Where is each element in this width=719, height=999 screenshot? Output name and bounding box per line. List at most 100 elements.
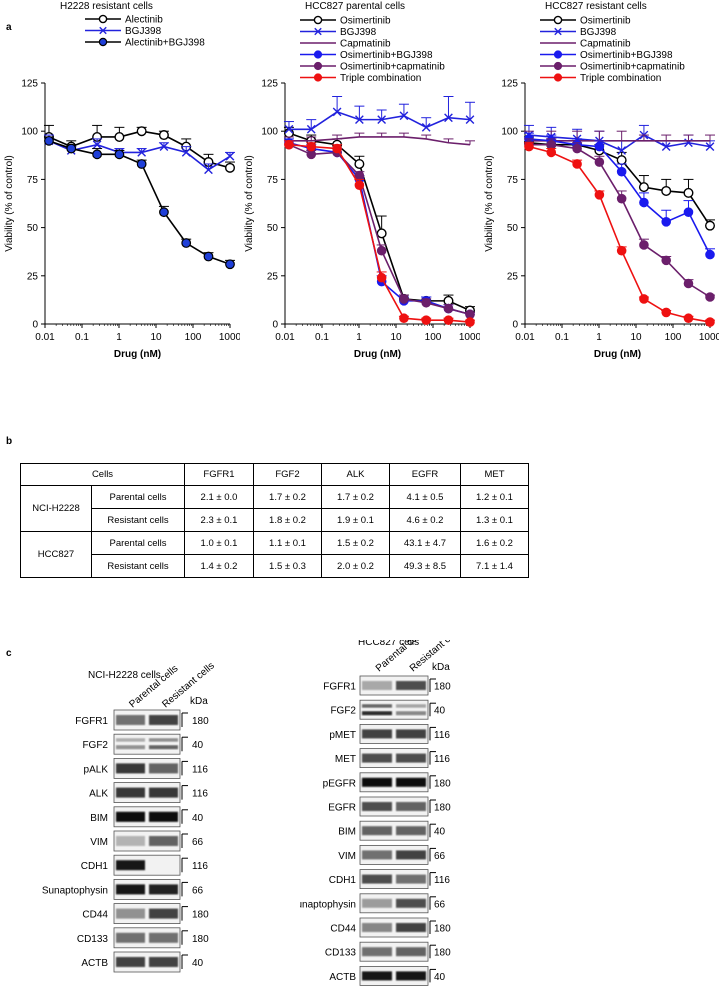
kda-value: 180 xyxy=(434,803,451,814)
data-point xyxy=(661,255,672,266)
data-point xyxy=(181,238,192,248)
y-tick-label: 50 xyxy=(267,223,279,234)
data-point xyxy=(44,135,54,146)
table-row: Resistant cells 1.4 ± 0.2 1.5 ± 0.3 2.0 … xyxy=(21,554,529,578)
y-tick-label: 75 xyxy=(507,175,519,186)
data-point xyxy=(572,159,582,169)
y-tick-label: 125 xyxy=(501,79,518,90)
table-cell-line: NCI-H2228 xyxy=(20,485,92,532)
data-point xyxy=(181,148,191,157)
y-axis-label: Viability (% of control) xyxy=(484,155,495,252)
blot-band xyxy=(362,923,392,932)
kda-value: 180 xyxy=(434,948,451,959)
blot-box xyxy=(359,917,429,938)
data-point xyxy=(136,126,147,137)
table-row-label: Resistant cells xyxy=(91,508,185,532)
y-tick-label: 75 xyxy=(267,175,279,186)
y-tick-label: 125 xyxy=(261,79,278,90)
blot-band xyxy=(116,811,145,822)
x-tick-label: 10 xyxy=(630,332,642,343)
protein-label: CD44 xyxy=(82,910,108,921)
table-cell-line: HCC827 xyxy=(20,531,92,578)
table-header-alk: ALK xyxy=(321,463,390,486)
data-point xyxy=(225,151,235,161)
blot-band xyxy=(149,957,178,967)
data-point xyxy=(705,292,715,302)
kda-value: 66 xyxy=(192,885,204,896)
y-tick-label: 50 xyxy=(27,223,39,234)
blot-band xyxy=(149,763,178,774)
protein-label: Sunaptophysin xyxy=(300,899,356,910)
blot-band xyxy=(396,777,426,787)
table-cell: 2.0 ± 0.2 xyxy=(321,554,390,578)
table-cell: 1.4 ± 0.2 xyxy=(184,554,254,578)
data-point xyxy=(705,142,715,151)
protein-label: pALK xyxy=(84,764,109,775)
data-point xyxy=(355,115,364,124)
blot-band xyxy=(116,836,145,846)
kda-value: 66 xyxy=(434,899,446,910)
protein-label: CD133 xyxy=(77,934,109,945)
kda-value: 180 xyxy=(434,682,451,693)
data-point xyxy=(203,251,214,262)
data-point xyxy=(616,155,627,166)
table-header-egfr: EGFR xyxy=(389,463,461,486)
legend-marker xyxy=(99,26,107,35)
blot-band xyxy=(149,836,178,846)
blot-band xyxy=(362,971,392,981)
table-header-cells: Cells xyxy=(20,463,185,486)
legend-label: Capmatinib xyxy=(580,39,631,50)
table-header-fgfr1: FGFR1 xyxy=(184,463,254,486)
legend-label: Osimertinib+capmatinib xyxy=(580,62,685,73)
data-point xyxy=(284,124,294,134)
blot-band xyxy=(396,874,426,884)
blot-band xyxy=(362,947,392,957)
protein-label: VIM xyxy=(90,837,108,848)
kda-value: 116 xyxy=(192,764,208,775)
data-point xyxy=(136,159,147,169)
data-point xyxy=(158,130,169,141)
blot-band xyxy=(116,932,145,943)
legend-label: Triple combination xyxy=(340,73,421,84)
legend-label: Alectinib xyxy=(125,15,163,26)
legend-label: Osimertinib+BGJ398 xyxy=(340,50,433,61)
blot-band xyxy=(362,777,392,787)
data-point xyxy=(704,220,715,231)
legend-marker xyxy=(553,61,563,71)
blot-band xyxy=(362,704,392,708)
series-line xyxy=(288,111,471,131)
blot-box xyxy=(359,844,429,865)
x-tick-label: 1 xyxy=(116,332,122,343)
data-point xyxy=(159,142,169,151)
table-cell: 1.7 ± 0.2 xyxy=(321,485,390,509)
table-row: HCC827 Parental cells 1.0 ± 0.1 1.1 ± 0.… xyxy=(20,531,529,578)
data-point xyxy=(224,162,235,173)
protein-label: CDH1 xyxy=(81,861,109,872)
data-point xyxy=(616,193,627,204)
y-tick-label: 75 xyxy=(27,175,39,186)
chart-title: HCC827 parental cells xyxy=(305,1,405,12)
table-cell: 1.1 ± 0.1 xyxy=(253,531,322,555)
data-point xyxy=(306,141,317,152)
data-point xyxy=(421,315,432,325)
data-point xyxy=(617,146,627,155)
y-tick-label: 100 xyxy=(21,127,38,138)
protein-label: Sunaptophysin xyxy=(42,885,108,896)
kda-value: 66 xyxy=(192,837,204,848)
blot-band xyxy=(149,932,178,943)
data-point xyxy=(159,207,169,218)
legend-marker xyxy=(314,27,322,36)
protein-label: FGFR1 xyxy=(323,682,356,693)
blot-box xyxy=(359,941,429,962)
table-cell: 49.3 ± 8.5 xyxy=(389,554,461,578)
blot-band xyxy=(116,957,145,967)
protein-label: FGFR1 xyxy=(75,716,108,727)
legend-label: BGJ398 xyxy=(580,27,617,38)
kda-label: kDa xyxy=(190,696,208,707)
chart-hcc827-resistant: HCC827 resistant cells 0 25 50 75 100 125 0.01 0… xyxy=(484,1,719,360)
data-point xyxy=(421,297,432,308)
y-tick-label: 25 xyxy=(267,271,279,282)
table-cell: 1.2 ± 0.1 xyxy=(460,485,529,509)
data-point xyxy=(399,111,409,121)
